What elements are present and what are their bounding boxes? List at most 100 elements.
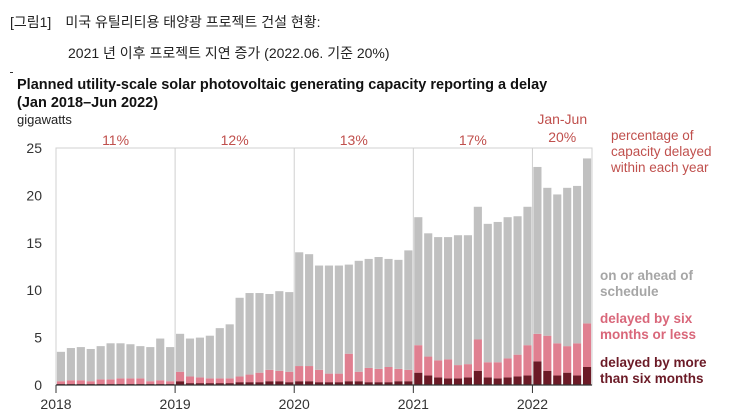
bar-segment-delayed-less: [275, 370, 284, 382]
bar-segment-delayed-more: [453, 378, 463, 385]
bar-segment-delayed-more: [334, 382, 343, 385]
y-tick-label: 15: [26, 235, 42, 251]
bar-segment-delayed-more: [582, 366, 592, 385]
year-delay-percentage: 20%: [548, 129, 576, 145]
bar-segment-delayed-less: [126, 378, 135, 385]
bar-segment-delayed-less: [225, 378, 234, 384]
bar-segment-on-schedule: [126, 344, 135, 379]
bar-segment-delayed-less: [166, 381, 175, 385]
bar-segment-delayed-less: [453, 365, 463, 379]
bar-segment-on-schedule: [473, 206, 482, 340]
bar-segment-delayed-less: [56, 381, 66, 385]
bar-segment-on-schedule: [414, 217, 423, 346]
bar-segment-on-schedule: [434, 237, 443, 361]
figure-caption-line2: 2021 년 이후 프로젝트 지연 증가 (2022.06. 기준 20%): [68, 45, 390, 61]
bar-segment-on-schedule: [245, 293, 254, 375]
bar-segment-on-schedule: [106, 343, 115, 380]
bar-segment-delayed-more: [235, 382, 244, 385]
bar-segment-on-schedule: [384, 258, 393, 367]
bar-segment-delayed-less: [533, 333, 542, 362]
bar-segment-delayed-less: [344, 353, 353, 382]
bar-segment-delayed-more: [414, 372, 423, 385]
bar-segment-delayed-more: [176, 381, 185, 385]
bar-segment-delayed-less: [582, 323, 592, 367]
bar-segment-delayed-less: [354, 371, 363, 382]
bar-segment-on-schedule: [364, 258, 373, 368]
bar-segment-on-schedule: [185, 338, 195, 377]
bar-segment-delayed-less: [96, 379, 105, 385]
bar-segment-on-schedule: [563, 187, 572, 347]
y-tick-label: 25: [26, 140, 42, 156]
x-tick-label: 2022: [517, 396, 548, 412]
y-tick-label: 10: [26, 282, 42, 298]
bar-segment-delayed-more: [185, 383, 195, 385]
bar-segment-on-schedule: [116, 343, 125, 379]
bar-segment-delayed-less: [146, 381, 155, 385]
year-delay-percentage: 17%: [459, 132, 487, 148]
bar-segment-delayed-more: [314, 382, 324, 385]
bar-segment-delayed-more: [424, 375, 433, 385]
bar-segment-delayed-less: [255, 372, 264, 383]
x-tick-label: 2020: [279, 396, 310, 412]
bar-segment-on-schedule: [86, 348, 95, 382]
bar-segment-on-schedule: [533, 166, 542, 334]
bar-segment-on-schedule: [314, 265, 324, 370]
bar-segment-delayed-less: [195, 377, 204, 384]
bar-segment-delayed-more: [483, 377, 492, 385]
bar-segment-delayed-less: [563, 346, 572, 373]
bar-segment-delayed-less: [503, 358, 512, 378]
y-tick-label: 0: [34, 377, 42, 393]
bar-segment-delayed-more: [324, 382, 334, 385]
bar-segment-delayed-less: [523, 345, 532, 376]
bar-segment-on-schedule: [56, 351, 66, 382]
bar-segment-on-schedule: [453, 235, 463, 366]
year-delay-period: Jan-Jun: [537, 111, 587, 127]
bar-segment-delayed-less: [205, 378, 214, 384]
y-tick-label: 5: [34, 330, 42, 346]
bar-segment-delayed-less: [106, 379, 115, 385]
bar-segment-delayed-more: [463, 377, 472, 385]
bar-segment-delayed-less: [76, 380, 85, 385]
bar-segment-delayed-more: [434, 377, 443, 385]
bar-segment-on-schedule: [324, 265, 334, 374]
bar-segment-delayed-more: [275, 381, 284, 385]
bar-segment-delayed-more: [285, 382, 294, 385]
bar-segment-delayed-more: [473, 370, 482, 385]
bar-segment-on-schedule: [573, 185, 582, 344]
bar-segment-on-schedule: [205, 335, 214, 379]
bar-segment-delayed-more: [384, 382, 393, 385]
x-tick-label: 2019: [160, 396, 191, 412]
bar-segment-delayed-more: [394, 381, 403, 385]
bar-segment-delayed-less: [185, 376, 195, 384]
bar-segment-on-schedule: [176, 333, 185, 372]
bar-segment-delayed-more: [444, 378, 453, 385]
bar-segment-delayed-less: [215, 378, 224, 384]
bar-segment-delayed-more: [205, 383, 214, 385]
bar-segment-on-schedule: [404, 250, 413, 370]
bar-segment-delayed-less: [66, 380, 75, 385]
figure-tag: [그림1]: [10, 14, 52, 30]
bar-segment-delayed-more: [195, 383, 204, 385]
bar-segment-on-schedule: [96, 346, 105, 380]
bar-segment-on-schedule: [344, 264, 353, 354]
bar-segment-delayed-more: [404, 381, 413, 385]
bar-segment-delayed-less: [265, 369, 274, 382]
bar-segment-delayed-less: [553, 343, 562, 376]
legend-delayed-six-or-less: delayed by six months or less: [600, 311, 697, 342]
bar-segment-delayed-less: [573, 343, 582, 376]
x-tick-label: 2018: [40, 396, 71, 412]
bar-segment-on-schedule: [523, 206, 532, 346]
bar-segment-on-schedule: [195, 337, 204, 378]
bar-segment-delayed-less: [116, 378, 125, 385]
bar-segment-delayed-more: [493, 378, 502, 385]
bar-segment-on-schedule: [295, 252, 304, 367]
bar-segment-on-schedule: [66, 348, 75, 381]
bar-segment-delayed-more: [374, 382, 383, 385]
bar-segment-delayed-less: [314, 369, 324, 383]
bar-segment-delayed-less: [473, 339, 482, 371]
bar-segment-delayed-less: [364, 367, 373, 383]
bar-segment-delayed-less: [463, 364, 472, 378]
bar-segment-delayed-less: [334, 373, 343, 383]
bar-segment-delayed-less: [295, 366, 304, 382]
bar-segment-on-schedule: [76, 347, 85, 381]
